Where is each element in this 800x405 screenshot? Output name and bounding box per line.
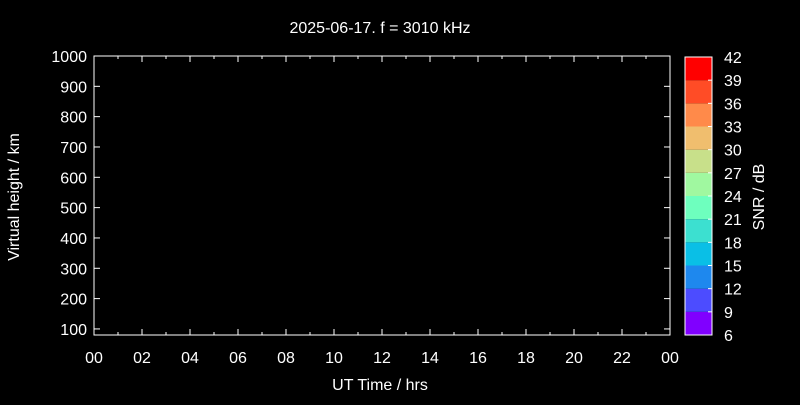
colorbar-tick-label: 39 (724, 73, 742, 90)
x-tick-label: 02 (133, 350, 151, 367)
colorbar-tick-label: 36 (724, 96, 742, 113)
x-tick-label: 20 (565, 350, 583, 367)
colorbar-band (685, 311, 712, 335)
y-tick-label: 800 (60, 110, 87, 127)
colorbar-tick-label: 6 (724, 328, 733, 345)
x-tick-label: 18 (517, 350, 535, 367)
colorbar-band (685, 80, 712, 104)
y-tick-label: 500 (60, 201, 87, 218)
colorbar-tick-label: 33 (724, 120, 742, 137)
y-tick-label: 900 (60, 79, 87, 96)
colorbar-tick-label: 15 (724, 259, 742, 276)
x-tick-label: 00 (661, 350, 679, 367)
y-tick-label: 700 (60, 140, 87, 157)
x-tick-label: 10 (325, 350, 343, 367)
colorbar-band (685, 126, 712, 150)
colorbar-tick-label: 21 (724, 212, 742, 229)
y-tick-label: 100 (60, 322, 87, 339)
y-tick-label: 200 (60, 292, 87, 309)
colorbar-label: SNR / dB (751, 164, 768, 231)
x-axis-label: UT Time / hrs (332, 377, 428, 394)
colorbar-band (685, 103, 712, 127)
colorbar-band (685, 288, 712, 312)
y-tick-label: 600 (60, 170, 87, 187)
colorbar-band (685, 149, 712, 173)
colorbar-tick-label: 30 (724, 143, 742, 160)
colorbar-band (685, 242, 712, 266)
colorbar-tick-label: 42 (724, 50, 742, 67)
x-tick-label: 22 (613, 350, 631, 367)
x-tick-label: 14 (421, 350, 439, 367)
colorbar-tick-label: 24 (724, 189, 742, 206)
x-tick-label: 00 (85, 350, 103, 367)
colorbar-band (685, 57, 712, 81)
colorbar-tick-label: 12 (724, 282, 742, 299)
x-tick-label: 04 (181, 350, 199, 367)
colorbar-band (685, 219, 712, 243)
colorbar-band (685, 196, 712, 220)
colorbar-tick-label: 18 (724, 235, 742, 252)
y-tick-label: 300 (60, 261, 87, 278)
plot-frame (93, 55, 671, 336)
x-tick-label: 08 (277, 350, 295, 367)
chart-title: 2025-06-17. f = 3010 kHz (289, 20, 470, 37)
y-tick-label: 400 (60, 231, 87, 248)
x-tick-label: 12 (373, 350, 391, 367)
colorbar-tick-label: 9 (724, 305, 733, 322)
colorbar-tick-label: 27 (724, 166, 742, 183)
y-tick-label: 1000 (51, 49, 87, 66)
y-axis-label: Virtual height / km (6, 133, 23, 261)
x-tick-label: 06 (229, 350, 247, 367)
colorbar-band (685, 265, 712, 289)
x-tick-label: 16 (469, 350, 487, 367)
colorbar-band (685, 172, 712, 196)
